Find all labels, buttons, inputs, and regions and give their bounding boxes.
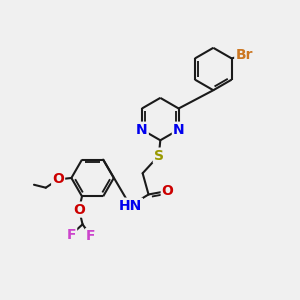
Text: Br: Br bbox=[235, 48, 253, 62]
Text: F: F bbox=[67, 228, 76, 242]
Text: F: F bbox=[86, 229, 96, 243]
Text: O: O bbox=[162, 184, 174, 198]
Text: O: O bbox=[52, 172, 64, 186]
Text: N: N bbox=[136, 123, 148, 137]
Text: N: N bbox=[173, 123, 184, 137]
Text: S: S bbox=[154, 148, 164, 163]
Text: O: O bbox=[73, 202, 85, 217]
Text: HN: HN bbox=[118, 199, 142, 213]
